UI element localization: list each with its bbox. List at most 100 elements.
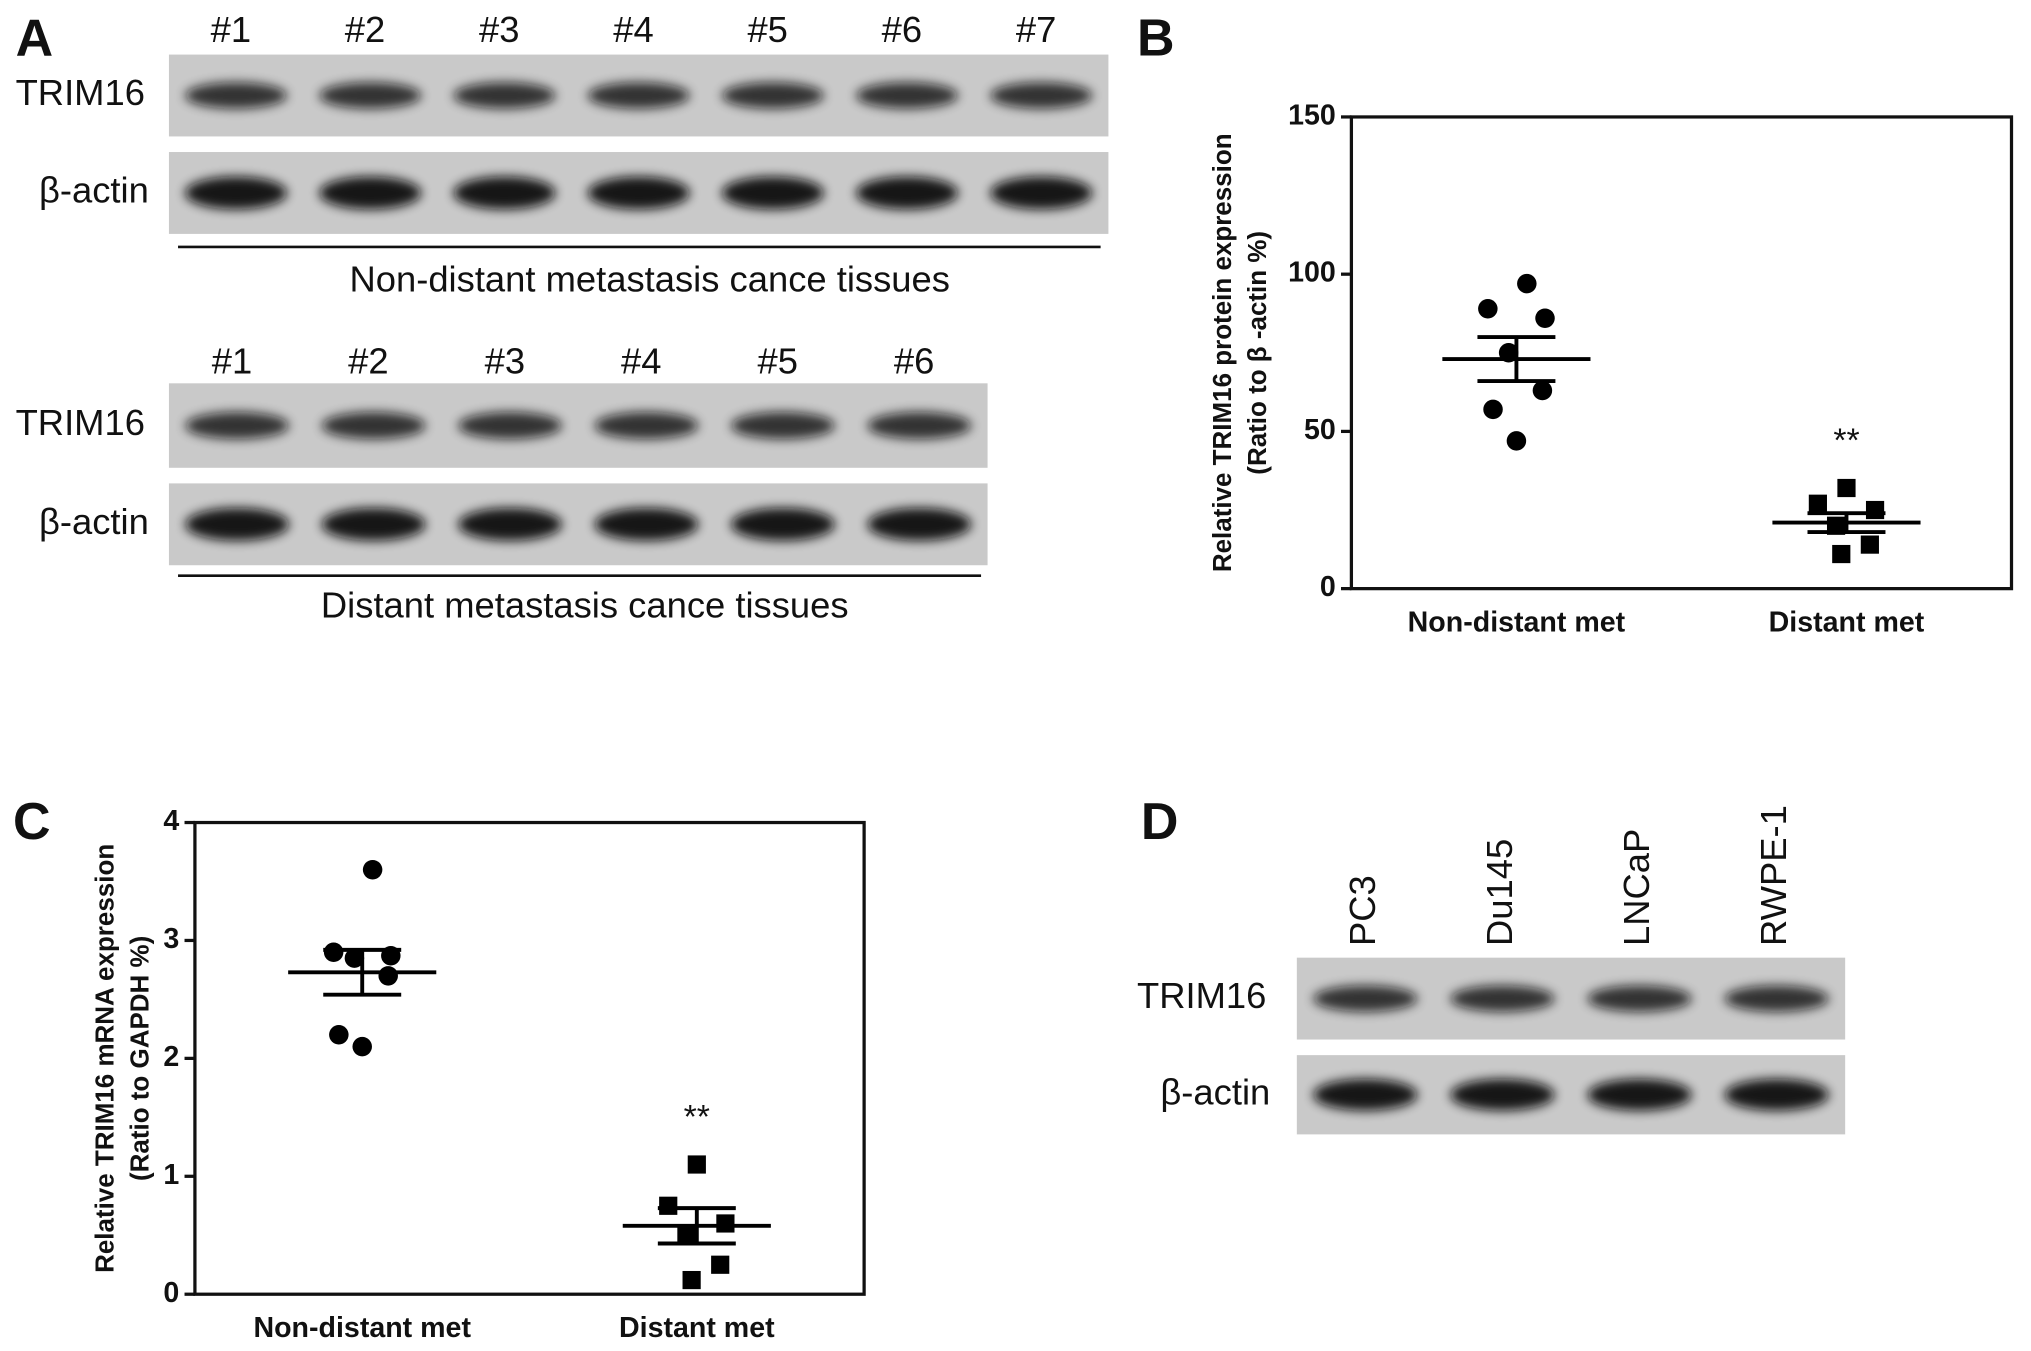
data-point (1535, 308, 1555, 328)
caption: Non-distant metastasis cance tissues (349, 259, 949, 300)
y-axis-label: Relative TRIM16 mRNA expression (89, 844, 119, 1273)
band (319, 176, 422, 210)
plot-frame (193, 820, 866, 1296)
band (1450, 1078, 1555, 1111)
caption: Distant metastasis cance tissues (321, 585, 849, 626)
lane-label: #4 (613, 9, 653, 50)
band (458, 507, 562, 541)
band (458, 412, 562, 440)
y-tick-label: 150 (1288, 99, 1336, 131)
row-label: TRIM16 (16, 402, 145, 443)
y-tick-label: 0 (163, 1277, 179, 1309)
band (319, 82, 422, 109)
y-tick-label: 1 (163, 1159, 179, 1191)
band (185, 412, 289, 440)
band (1724, 1078, 1829, 1111)
band (321, 507, 426, 541)
data-point (344, 948, 365, 968)
panel-label: A (16, 9, 54, 67)
band (731, 507, 835, 541)
data-point (682, 1270, 701, 1290)
row-label: TRIM16 (1137, 975, 1266, 1016)
band (856, 176, 959, 210)
band (721, 176, 824, 210)
lane-label: LNCaP (1616, 829, 1657, 946)
significance: ** (1833, 421, 1859, 459)
lane-label: #2 (348, 340, 388, 381)
band (594, 412, 699, 440)
data-point (1532, 380, 1553, 401)
data-point (1506, 431, 1527, 451)
data-point (687, 1155, 706, 1174)
band (321, 412, 426, 440)
band (721, 82, 824, 109)
panel-label: D (1141, 793, 1179, 851)
band (1313, 985, 1418, 1012)
data-point (352, 1036, 372, 1057)
data-point (1837, 478, 1856, 498)
x-tick-label: Non-distant met (253, 1312, 471, 1344)
band (185, 176, 288, 210)
band (453, 82, 556, 109)
y-tick-label: 50 (1304, 414, 1336, 446)
x-tick-label: Distant met (619, 1312, 775, 1344)
y-tick-label: 2 (163, 1041, 179, 1073)
blot-strip (168, 383, 988, 468)
band (1450, 985, 1555, 1012)
band (185, 507, 289, 541)
band (867, 507, 972, 541)
band (990, 82, 1093, 109)
band (587, 82, 690, 109)
band (1724, 985, 1829, 1012)
band (594, 507, 699, 541)
row-label: TRIM16 (16, 72, 145, 113)
data-point (677, 1226, 696, 1245)
band (867, 412, 972, 440)
lane-label: PC3 (1342, 875, 1383, 946)
band (1313, 1078, 1418, 1111)
data-point (1478, 299, 1498, 319)
lane-label: #5 (757, 340, 797, 381)
x-tick-label: Non-distant met (1408, 606, 1626, 638)
lane-label: #7 (1016, 9, 1056, 50)
data-point (329, 1025, 349, 1045)
row-label: β-actin (39, 501, 149, 542)
lane-label: #2 (345, 9, 385, 50)
significance: ** (684, 1098, 710, 1136)
band (1587, 1078, 1692, 1111)
lane-label: #1 (212, 340, 252, 381)
y-axis-label: Relative TRIM16 protein expression (1207, 133, 1237, 572)
y-tick-label: 3 (163, 923, 179, 955)
data-point (716, 1214, 735, 1233)
band (856, 82, 959, 109)
lane-label: #3 (485, 340, 525, 381)
y-axis-label: (Ratio to β -actin %) (1242, 231, 1272, 475)
band (587, 176, 690, 210)
data-point (323, 942, 344, 962)
data-point (1832, 544, 1851, 564)
data-point (659, 1196, 678, 1215)
data-point (378, 966, 398, 986)
lane-label: #3 (479, 9, 519, 50)
y-axis-label: (Ratio to GAPDH %) (125, 936, 155, 1181)
lane-label: #1 (211, 9, 251, 50)
data-point (362, 859, 383, 880)
band (1587, 985, 1692, 1012)
lane-label: Du145 (1479, 839, 1520, 946)
lane-label: #5 (747, 9, 787, 50)
lane-label: #4 (621, 340, 661, 381)
band (731, 412, 835, 440)
data-point (1517, 273, 1537, 294)
plot-frame (1349, 115, 2014, 591)
x-tick-label: Distant met (1769, 606, 1925, 638)
data-point (1808, 494, 1827, 513)
blot-strip (168, 483, 988, 566)
row-label: β-actin (39, 170, 149, 211)
data-point (1483, 399, 1503, 420)
y-tick-label: 4 (163, 805, 179, 837)
panel-label: B (1137, 9, 1175, 67)
data-point (1860, 535, 1879, 554)
y-tick-label: 100 (1288, 257, 1336, 289)
y-tick-label: 0 (1320, 571, 1336, 603)
